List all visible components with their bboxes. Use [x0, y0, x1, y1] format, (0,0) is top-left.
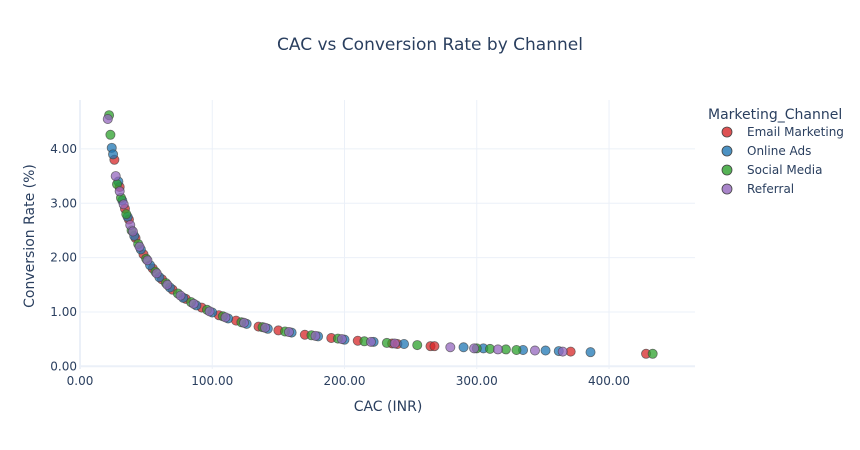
- x-tick-label: 300.00: [456, 374, 498, 388]
- data-point[interactable]: [105, 129, 116, 140]
- legend-item[interactable]: Email Marketing: [721, 125, 844, 139]
- legend-items[interactable]: Email Marketing Online Ads Social Media Ref…: [721, 125, 844, 196]
- data-point[interactable]: [445, 342, 456, 353]
- data-point[interactable]: [151, 268, 162, 279]
- legend-marker: [721, 183, 733, 195]
- data-point[interactable]: [492, 344, 503, 355]
- ticks-layer: 0.00 100.00 200.00 300.00 400.00 0.00 1.00 2.00…: [50, 142, 630, 388]
- y-tick-label: 1.00: [50, 305, 77, 319]
- data-point[interactable]: [647, 348, 658, 359]
- grid-layer: [79, 100, 695, 369]
- y-tick-label: 4.00: [50, 142, 77, 156]
- legend-item[interactable]: Referral: [721, 182, 794, 196]
- data-point[interactable]: [310, 330, 321, 341]
- legend-item[interactable]: Social Media: [721, 163, 822, 177]
- data-point[interactable]: [175, 290, 186, 301]
- data-point[interactable]: [399, 339, 410, 350]
- data-point[interactable]: [134, 241, 145, 252]
- legend[interactable]: Marketing_Channel Email Marketing Online …: [708, 107, 844, 196]
- data-point[interactable]: [220, 312, 231, 323]
- data-point[interactable]: [336, 334, 347, 345]
- data-point[interactable]: [110, 171, 121, 182]
- legend-label: Email Marketing: [747, 125, 844, 139]
- data-point[interactable]: [127, 226, 138, 237]
- chart-title: CAC vs Conversion Rate by Channel: [277, 35, 583, 55]
- data-point[interactable]: [142, 255, 153, 266]
- data-point[interactable]: [529, 345, 540, 356]
- data-point[interactable]: [121, 209, 132, 220]
- data-point[interactable]: [557, 346, 568, 357]
- data-point[interactable]: [458, 342, 469, 353]
- data-point[interactable]: [260, 322, 271, 333]
- data-point[interactable]: [429, 341, 440, 352]
- data-point[interactable]: [540, 345, 551, 356]
- data-point[interactable]: [162, 279, 173, 290]
- x-tick-label: 200.00: [324, 374, 366, 388]
- legend-item[interactable]: Online Ads: [721, 144, 811, 158]
- data-point[interactable]: [365, 336, 376, 347]
- data-point[interactable]: [511, 344, 522, 355]
- data-point[interactable]: [102, 114, 113, 125]
- points-layer: [102, 110, 658, 359]
- y-tick-label: 0.00: [50, 359, 77, 373]
- legend-marker: [721, 164, 733, 176]
- data-point[interactable]: [204, 306, 215, 317]
- legend-label: Online Ads: [747, 144, 811, 158]
- legend-marker: [721, 126, 733, 138]
- data-point[interactable]: [118, 199, 129, 210]
- y-axis-title: Conversion Rate (%): [22, 164, 38, 308]
- data-point[interactable]: [283, 327, 294, 338]
- x-axis-title: CAC (INR): [354, 399, 423, 415]
- data-point[interactable]: [114, 186, 125, 197]
- data-point[interactable]: [585, 347, 596, 358]
- x-tick-label: 400.00: [588, 374, 630, 388]
- legend-label: Social Media: [747, 163, 822, 177]
- data-point[interactable]: [188, 298, 199, 309]
- legend-title: Marketing_Channel: [708, 107, 842, 123]
- data-point[interactable]: [389, 338, 400, 349]
- x-tick-label: 100.00: [191, 374, 233, 388]
- data-point[interactable]: [108, 149, 119, 160]
- data-point[interactable]: [469, 343, 480, 354]
- data-point[interactable]: [412, 340, 423, 351]
- data-point[interactable]: [238, 317, 249, 328]
- legend-label: Referral: [747, 182, 794, 196]
- x-tick-label: 0.00: [67, 374, 94, 388]
- series-referral: [102, 114, 568, 357]
- legend-marker: [721, 145, 733, 157]
- y-tick-label: 2.00: [50, 251, 77, 265]
- y-tick-label: 3.00: [50, 196, 77, 210]
